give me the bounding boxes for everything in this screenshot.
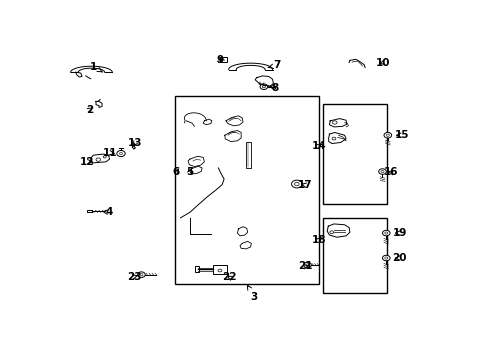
Circle shape <box>103 156 106 158</box>
Text: 23: 23 <box>126 271 141 282</box>
Circle shape <box>378 169 386 174</box>
Text: 20: 20 <box>391 253 406 263</box>
Circle shape <box>384 232 387 234</box>
Text: 16: 16 <box>383 167 397 177</box>
Circle shape <box>294 183 299 186</box>
Circle shape <box>329 231 333 234</box>
Circle shape <box>384 257 387 259</box>
Text: 9: 9 <box>216 55 224 65</box>
Circle shape <box>382 230 389 236</box>
Text: 15: 15 <box>394 130 408 140</box>
Circle shape <box>382 255 389 261</box>
Text: 22: 22 <box>222 273 237 283</box>
Circle shape <box>386 134 388 136</box>
Circle shape <box>119 152 122 155</box>
Circle shape <box>218 269 222 272</box>
Circle shape <box>260 84 267 90</box>
Circle shape <box>291 180 302 188</box>
Text: 11: 11 <box>102 148 117 158</box>
Circle shape <box>262 86 265 88</box>
Bar <box>87 210 92 212</box>
Text: 3: 3 <box>247 285 258 302</box>
Text: 6: 6 <box>172 167 179 177</box>
Circle shape <box>305 264 308 266</box>
Text: 14: 14 <box>311 141 325 151</box>
Bar <box>212 265 226 274</box>
Text: 1: 1 <box>89 62 102 72</box>
Bar <box>322 218 386 293</box>
Circle shape <box>138 272 145 278</box>
Text: 4: 4 <box>102 207 113 217</box>
Circle shape <box>117 150 125 157</box>
Bar <box>175 96 318 284</box>
Text: 8: 8 <box>268 82 278 93</box>
Circle shape <box>303 262 311 268</box>
Text: 5: 5 <box>186 167 193 177</box>
Text: 13: 13 <box>127 138 142 148</box>
Text: 12: 12 <box>80 157 94 167</box>
Circle shape <box>332 121 336 124</box>
Bar <box>194 266 199 272</box>
Bar <box>219 57 226 62</box>
Text: 7: 7 <box>267 60 280 70</box>
Circle shape <box>383 132 391 138</box>
Circle shape <box>96 158 101 161</box>
Bar <box>322 104 386 204</box>
Text: 21: 21 <box>298 261 312 271</box>
Text: 17: 17 <box>298 180 312 190</box>
Text: 10: 10 <box>375 58 390 68</box>
Circle shape <box>140 274 142 276</box>
Circle shape <box>331 137 335 140</box>
Text: 19: 19 <box>391 228 406 238</box>
Text: 2: 2 <box>86 105 93 115</box>
Text: 18: 18 <box>311 235 325 245</box>
Bar <box>245 141 250 168</box>
Circle shape <box>380 170 383 173</box>
